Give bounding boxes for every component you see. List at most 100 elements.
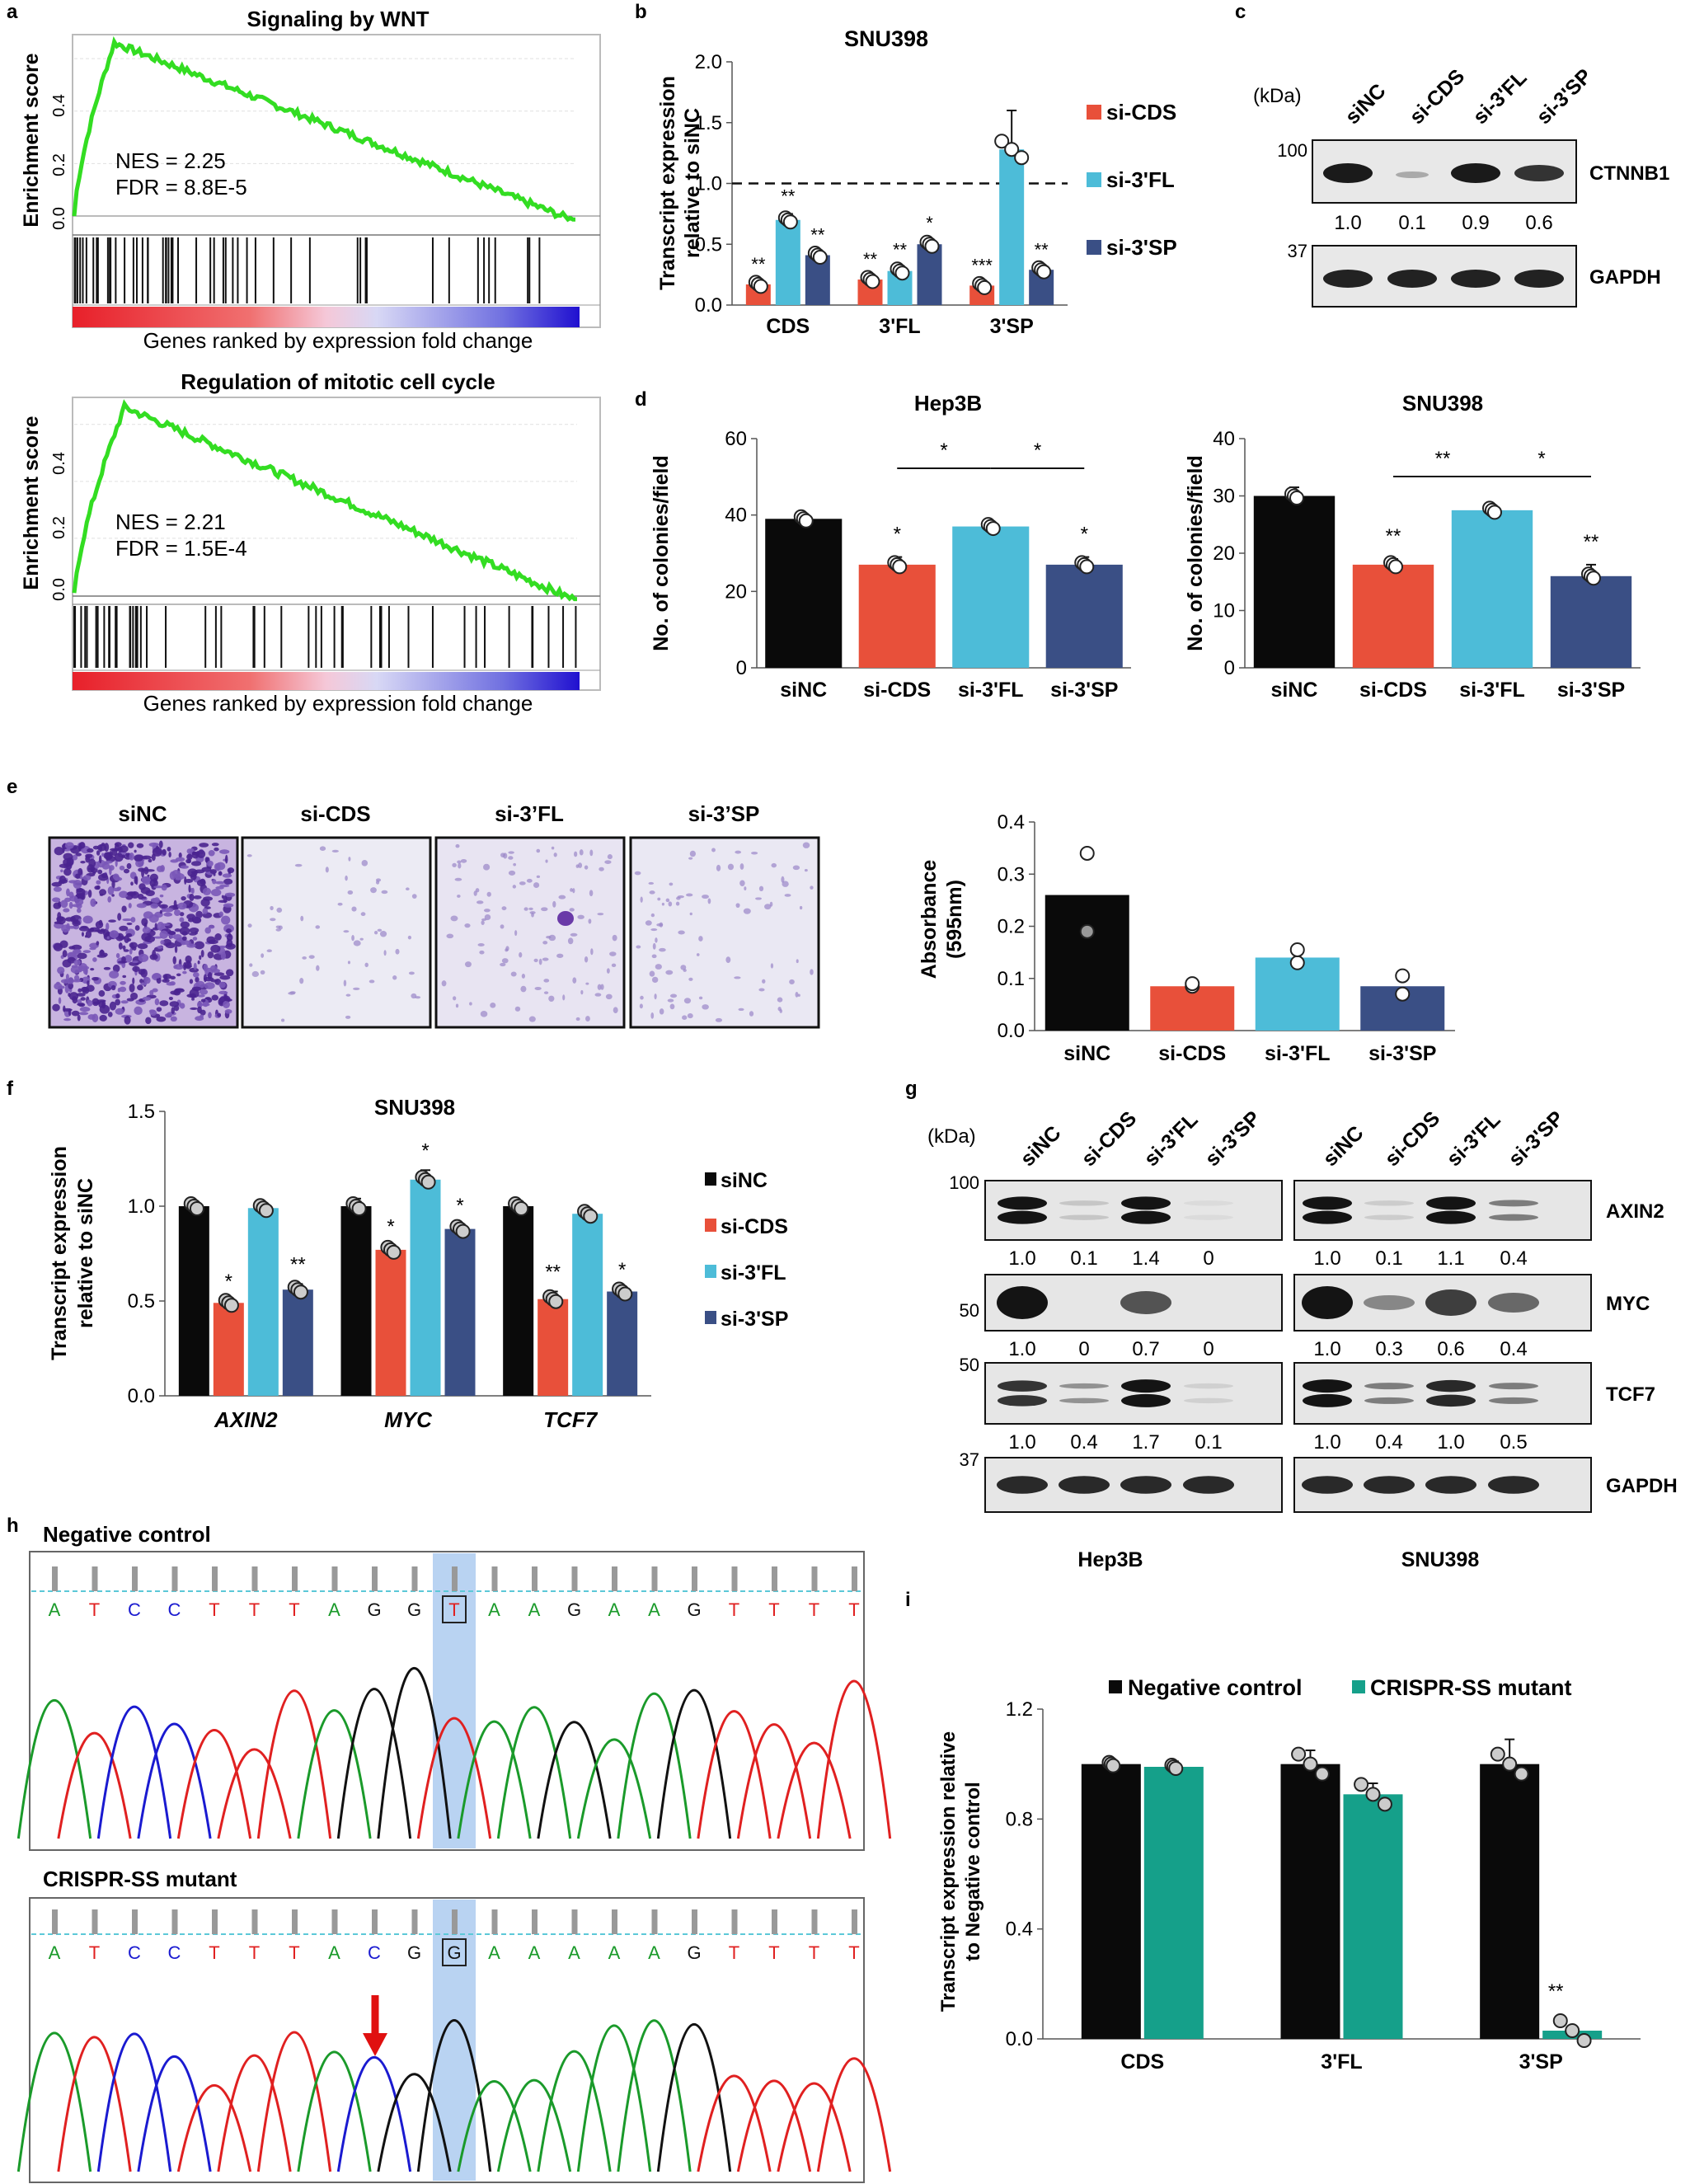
data-point	[892, 559, 908, 575]
band	[1425, 1289, 1476, 1316]
stained-cell	[755, 897, 762, 900]
stained-cell	[159, 909, 163, 914]
category-label: 3'FL	[1321, 2050, 1362, 2074]
stained-cell	[101, 862, 110, 870]
lane-label: si-CDS	[1077, 1106, 1141, 1171]
stained-cell	[190, 872, 197, 881]
stained-cell	[589, 890, 594, 897]
quality-bar	[411, 1909, 418, 1934]
trace-peak	[816, 1679, 892, 1839]
stained-cell	[119, 890, 129, 899]
quality-bar	[811, 1566, 818, 1591]
stained-cell	[53, 902, 62, 909]
stained-cell	[480, 1011, 488, 1017]
trace-peak	[176, 1729, 252, 1839]
stained-cell	[300, 915, 304, 922]
stained-cell	[78, 843, 82, 852]
stained-cell	[120, 1000, 129, 1004]
data-point	[782, 214, 798, 230]
trace-peak	[137, 2055, 212, 2172]
stained-cell	[479, 950, 485, 955]
stained-cell	[567, 937, 574, 945]
stained-cell	[149, 989, 154, 996]
stained-cell	[678, 930, 685, 935]
trace-peak	[777, 2082, 852, 2172]
stained-cell	[153, 885, 164, 889]
data-point	[420, 1174, 436, 1190]
quality-bar	[811, 1909, 818, 1934]
trace-peak	[576, 1738, 652, 1839]
y-axis-label: Transcript expression	[48, 1146, 71, 1360]
stained-cell	[486, 891, 491, 897]
data-point	[798, 513, 814, 528]
data-point	[1502, 1756, 1518, 1772]
stained-cell	[529, 911, 536, 914]
stained-cell	[174, 873, 185, 881]
quality-bar	[692, 1909, 697, 1934]
stained-cell	[92, 871, 96, 875]
stained-cell	[552, 900, 556, 908]
stained-cell	[128, 903, 132, 909]
stained-cell	[158, 904, 168, 909]
stained-cell	[325, 867, 329, 873]
legend-label: Negative control	[1128, 1675, 1303, 1700]
stained-cell	[716, 864, 721, 871]
stained-cell	[197, 1006, 202, 1014]
stained-cell	[457, 895, 461, 898]
stained-cell	[395, 948, 400, 955]
quality-bar	[772, 1909, 777, 1934]
trace-peak	[57, 1731, 132, 1839]
trace-peak	[256, 1689, 332, 1839]
significance-label: *	[1081, 524, 1088, 546]
trace-peak	[496, 2078, 572, 2172]
stained-cell	[651, 954, 657, 959]
stained-cell	[683, 969, 687, 972]
stained-cell	[360, 912, 366, 917]
stained-cell	[280, 1018, 285, 1022]
trace-peak	[217, 1748, 292, 1839]
stained-cell	[92, 845, 100, 850]
base-call: T	[729, 1942, 739, 1963]
stained-cell	[194, 941, 204, 950]
quant-value: 0.7	[1132, 1338, 1159, 1360]
base-call: G	[407, 1942, 421, 1963]
image-label: si-3’FL	[495, 801, 564, 826]
stained-cell	[145, 890, 155, 897]
stained-cell	[81, 932, 84, 937]
stained-cell	[147, 874, 150, 877]
data-point	[1395, 968, 1411, 984]
stained-cell	[179, 1003, 185, 1009]
stained-cell	[186, 960, 190, 965]
stained-cell	[751, 852, 758, 855]
stained-cell	[92, 998, 100, 1007]
stained-cell	[149, 1009, 157, 1017]
significance-label: *	[225, 1270, 232, 1293]
stained-cell	[213, 873, 216, 876]
y-tick-label: 0.1	[998, 968, 1025, 990]
stained-cell	[781, 876, 785, 883]
quality-bar	[171, 1566, 178, 1591]
stained-cell	[222, 873, 232, 878]
stained-cell	[221, 895, 224, 899]
stained-cell	[353, 987, 360, 990]
category-label: si-CDS	[1359, 679, 1427, 702]
stained-cell	[455, 1003, 459, 1008]
stained-cell	[199, 989, 209, 995]
panel-letter-g: g	[905, 1078, 918, 1100]
data-point	[1079, 845, 1095, 861]
stained-cell	[777, 997, 783, 1003]
stained-cell	[650, 928, 658, 932]
quality-bar	[571, 1566, 578, 1591]
stained-cell	[144, 935, 156, 943]
stained-cell	[67, 956, 77, 964]
quant-value: 0.5	[1500, 1431, 1527, 1454]
panel-letter-i: i	[905, 1589, 911, 1611]
quant-value: 1.0	[1313, 1247, 1340, 1270]
gsea-nes: NES = 2.21	[115, 510, 226, 534]
stained-cell	[108, 865, 115, 871]
stained-cell	[139, 979, 144, 984]
category-label: CDS	[1120, 2050, 1164, 2074]
bar	[375, 1249, 406, 1396]
stained-cell	[533, 882, 540, 888]
